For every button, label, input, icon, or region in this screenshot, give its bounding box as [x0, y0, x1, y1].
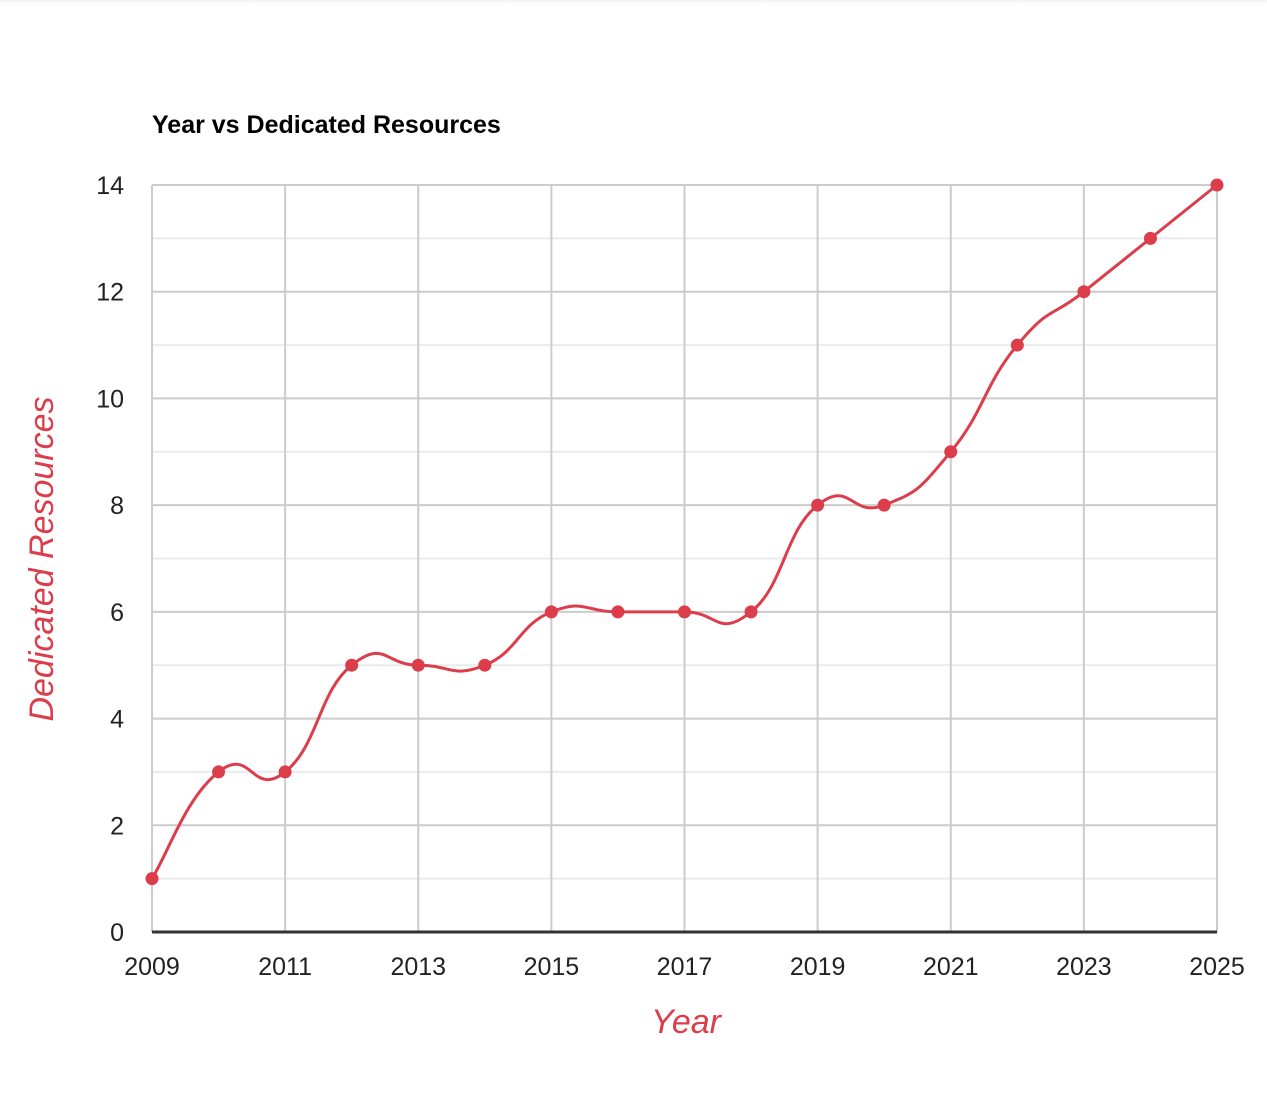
- x-axis-ticks: 2009 2011 2013 2015 2017 2019 2021 2023 2025: [124, 953, 1245, 981]
- x-tick-label: 2025: [1189, 953, 1245, 981]
- x-tick-label: 2009: [124, 953, 180, 981]
- y-tick-label: 12: [96, 279, 124, 307]
- data-point[interactable]: [1143, 231, 1157, 245]
- data-point[interactable]: [478, 658, 492, 672]
- y-axis-title: Dedicated Resources: [23, 396, 61, 721]
- data-point[interactable]: [944, 445, 958, 459]
- y-tick-label: 10: [96, 385, 124, 413]
- x-tick-label: 2023: [1056, 953, 1112, 981]
- data-point[interactable]: [411, 658, 425, 672]
- y-tick-label: 14: [96, 172, 124, 200]
- x-tick-label: 2011: [258, 953, 312, 981]
- x-tick-label: 2021: [923, 953, 979, 981]
- chart-title: Year vs Dedicated Resources: [152, 111, 501, 139]
- y-tick-label: 8: [110, 492, 124, 520]
- y-tick-label: 6: [110, 599, 124, 627]
- data-point[interactable]: [1010, 338, 1024, 352]
- data-point[interactable]: [811, 498, 825, 512]
- x-tick-label: 2017: [657, 953, 713, 981]
- data-point[interactable]: [611, 605, 625, 619]
- data-point[interactable]: [278, 765, 292, 779]
- x-tick-label: 2015: [524, 953, 580, 981]
- x-tick-label: 2019: [790, 953, 846, 981]
- data-point[interactable]: [345, 658, 359, 672]
- data-point[interactable]: [678, 605, 691, 619]
- data-point[interactable]: [877, 498, 891, 512]
- data-point[interactable]: [744, 605, 758, 619]
- data-point[interactable]: [1077, 285, 1091, 299]
- y-axis-ticks: 0 2 4 6 8 10 12 14: [96, 172, 124, 947]
- y-tick-label: 0: [110, 919, 124, 947]
- x-tick-label: 2013: [390, 953, 446, 981]
- y-tick-label: 4: [110, 706, 124, 734]
- x-axis-title: Year: [651, 1003, 723, 1041]
- data-point[interactable]: [212, 765, 226, 779]
- data-point[interactable]: [145, 872, 159, 886]
- data-point[interactable]: [1210, 178, 1224, 192]
- y-tick-label: 2: [110, 812, 124, 840]
- data-point[interactable]: [544, 605, 558, 619]
- grid: [151, 184, 1218, 934]
- top-shade: [0, 0, 1267, 4]
- series-layer: [145, 178, 1224, 886]
